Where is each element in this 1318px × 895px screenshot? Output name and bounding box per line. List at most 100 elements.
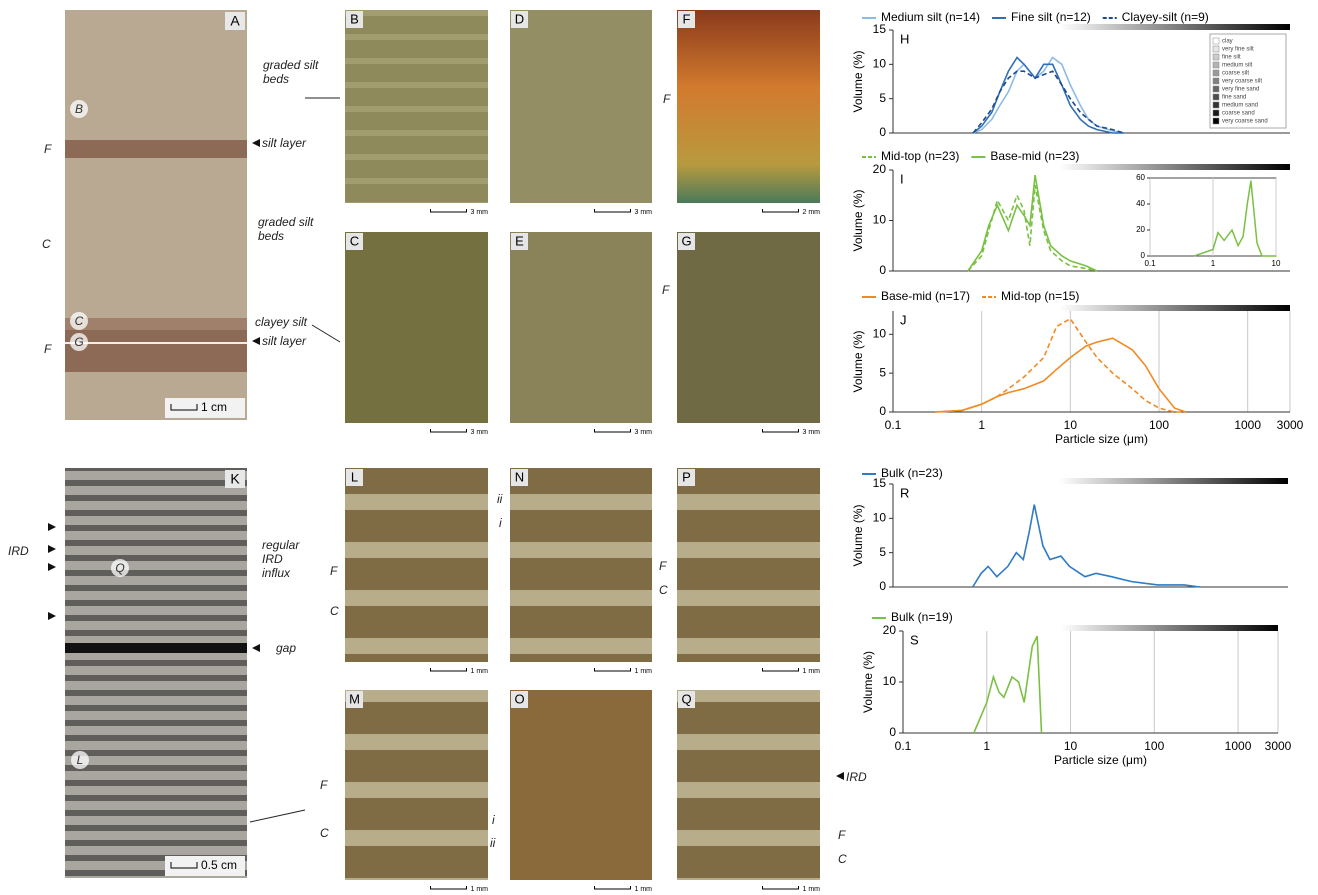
x-tick-label: 1000 (1225, 739, 1252, 753)
annotation: graded silt beds (258, 215, 314, 243)
photo (510, 10, 652, 203)
letter-box (225, 470, 245, 488)
y-tick-label: 20 (883, 623, 897, 637)
size-class-bar (1059, 24, 1290, 30)
inset-x-tick-label: 1 (1211, 259, 1216, 268)
class-label: very coarse silt (1222, 79, 1262, 85)
circle-label: Q (111, 559, 129, 577)
scale-label: 2 mm (803, 209, 821, 216)
scale-label: 3 mm (635, 429, 653, 436)
letter-box (346, 11, 363, 28)
class-label: fine sand (1222, 95, 1246, 101)
leader (311, 324, 341, 343)
x-tick-label: 100 (1149, 418, 1169, 432)
class-label: medium silt (1222, 63, 1253, 69)
letter-box (678, 11, 695, 28)
legend-label: Clayey-silt (n=9) (1122, 10, 1209, 24)
arrow (48, 523, 56, 531)
x-axis-title: Particle size (μm) (1055, 432, 1148, 446)
photo (65, 468, 247, 878)
y-tick-label: 15 (873, 476, 887, 490)
letter-box (511, 11, 528, 28)
panel-letter: S (910, 632, 919, 647)
series-line (967, 174, 1098, 272)
annotation: C (320, 826, 329, 840)
y-tick-label: 5 (879, 365, 886, 379)
series-line (935, 337, 1186, 413)
panel-letter: K (230, 471, 240, 487)
class-label: medium sand (1222, 103, 1258, 109)
y-tick-label: 0 (879, 125, 886, 139)
annotation: ii (497, 492, 503, 506)
letter-box (511, 691, 528, 708)
y-tick-label: 20 (873, 162, 887, 176)
photo (677, 468, 820, 662)
scale-bar (430, 886, 467, 890)
x-tick-label: 1 (978, 418, 985, 432)
annotation: ii (490, 836, 496, 850)
letter-box (678, 233, 695, 250)
annotation: F (330, 564, 338, 578)
photo (345, 690, 488, 880)
panel-letter: F (683, 11, 691, 26)
panel-letter: D (515, 11, 524, 26)
y-tick-label: 10 (873, 57, 887, 71)
scale-bar (170, 862, 198, 869)
class-swatch (1212, 45, 1220, 53)
scale-bar (430, 668, 467, 672)
y-tick-label: 0 (889, 725, 896, 739)
scale-bar (594, 209, 631, 213)
y-tick-label: 0 (879, 263, 886, 277)
scale-label: 1 mm (803, 668, 821, 675)
photo (345, 10, 488, 203)
annotation: F (663, 92, 671, 106)
class-swatch (1212, 77, 1220, 85)
class-swatch (1212, 37, 1220, 45)
scale-label: 1 mm (471, 886, 489, 893)
x-tick-label: 1 (983, 739, 990, 753)
scale-bar (762, 886, 799, 890)
annotation: C (42, 237, 51, 251)
legend-label: Bulk (n=19) (891, 610, 953, 624)
photo (510, 232, 652, 423)
annotation: F (662, 283, 670, 297)
y-tick-label: 10 (873, 326, 887, 340)
annotation: i (499, 516, 502, 530)
panel-letter: M (349, 691, 360, 706)
class-swatch (1212, 117, 1220, 125)
scale-bar (170, 404, 198, 411)
panel-letter: B (350, 11, 359, 26)
layer-band (65, 318, 247, 330)
class-swatch (1212, 109, 1220, 117)
annotation: F (320, 778, 328, 792)
series-line (973, 635, 1043, 734)
scale-label: 3 mm (471, 209, 489, 216)
class-swatch (1212, 101, 1220, 109)
panel-letter: R (900, 485, 909, 500)
scale-bar (594, 429, 631, 433)
circle-label: L (71, 751, 89, 769)
class-label: very fine silt (1222, 47, 1254, 53)
annotation: silt layer (262, 136, 307, 150)
series-line (972, 56, 1124, 134)
inset-y-tick-label: 0 (1141, 251, 1146, 260)
annotation: graded silt beds (263, 58, 319, 86)
arrow (48, 545, 56, 553)
scale-label: 1 mm (803, 886, 821, 893)
y-tick-label: 5 (879, 91, 886, 105)
layer-band (65, 140, 247, 158)
arrow (836, 772, 844, 780)
annotation: regular IRD influx (262, 538, 300, 580)
scale-bar (430, 209, 467, 213)
panel-letter: H (900, 31, 909, 46)
panel-letter: A (230, 13, 240, 29)
scale-label: 1 mm (471, 668, 489, 675)
circle-label: C (70, 312, 88, 330)
circle-label: G (70, 333, 88, 351)
class-swatch (1212, 53, 1220, 61)
size-class-bar (1058, 478, 1288, 484)
class-label: coarse silt (1222, 71, 1249, 77)
annotation: C (838, 852, 847, 866)
y-tick-label: 0 (879, 579, 886, 593)
